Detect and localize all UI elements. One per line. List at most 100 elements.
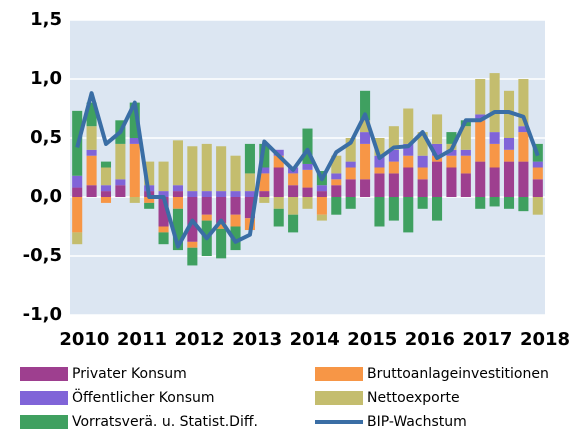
bar-segment: [288, 197, 299, 215]
bar-segment: [489, 132, 500, 144]
bar-segment: [72, 232, 83, 245]
bar-segment: [331, 155, 342, 174]
bar-segment: [216, 197, 227, 223]
bar-segment: [360, 132, 371, 144]
bar-segment: [144, 197, 155, 203]
bar-segment: [244, 143, 255, 174]
bar-segment: [503, 197, 515, 209]
x-tick-label: 2010: [59, 329, 109, 350]
bar-segment: [100, 167, 112, 186]
bar-segment: [446, 132, 457, 144]
bar-segment: [503, 161, 515, 197]
bar-segment: [259, 167, 270, 174]
bar-segment: [360, 143, 371, 180]
bar-segment: [417, 197, 428, 209]
bar-segment: [129, 138, 140, 144]
bar-segment: [216, 191, 227, 197]
bar-segment: [259, 197, 270, 203]
bar-segment: [446, 155, 457, 168]
bar-segment: [503, 149, 515, 162]
bar-segment: [475, 114, 486, 121]
bar-segment: [244, 173, 255, 192]
bar-segment: [72, 197, 83, 233]
bar-segment: [503, 138, 515, 150]
bar-segment: [360, 90, 371, 121]
bar-segment: [86, 102, 97, 127]
bar-segment: [417, 155, 428, 168]
bar-segment: [129, 197, 140, 203]
legend-swatch: [315, 391, 363, 405]
bar-segment: [230, 214, 241, 227]
bar-segment: [273, 197, 284, 209]
bar-segment: [216, 146, 227, 192]
bar-segment: [100, 185, 112, 192]
y-tick-label: 0,5: [30, 127, 62, 148]
bar-segment: [187, 146, 198, 192]
y-tick-label: 1,5: [30, 9, 62, 30]
bar-segment: [388, 173, 399, 197]
bar-segment: [72, 187, 83, 197]
bar-segment: [489, 73, 500, 133]
legend-swatch: [20, 367, 68, 381]
bar-segment: [475, 197, 486, 209]
bar-segment: [331, 197, 342, 215]
bar-segment: [302, 197, 313, 209]
bar-segment: [532, 167, 543, 180]
y-tick-label: -1,0: [23, 304, 62, 325]
bar-segment: [388, 149, 399, 162]
bar-segment: [316, 197, 327, 215]
x-tick-label: 2017: [462, 329, 512, 350]
bar-segment: [518, 126, 529, 133]
bar-segment: [331, 173, 342, 180]
bar-segment: [374, 138, 385, 156]
bar-segment: [360, 179, 371, 197]
bar-segment: [374, 197, 385, 227]
bar-segment: [403, 143, 414, 156]
bar-segment: [158, 197, 169, 227]
bar-segment: [345, 179, 356, 197]
bar-segment: [259, 173, 270, 192]
bar-segment: [158, 161, 169, 192]
bar-segment: [129, 143, 140, 197]
bar-segment: [518, 161, 529, 197]
bar-segment: [403, 155, 414, 168]
bar-segment: [475, 161, 486, 197]
bar-segment: [460, 126, 471, 150]
legend-label: BIP-Wachstum: [367, 414, 467, 430]
bar-segment: [144, 202, 155, 209]
bar-segment: [518, 132, 529, 162]
bar-segment: [302, 187, 313, 197]
bar-segment: [86, 149, 97, 156]
bar-segment: [345, 138, 356, 162]
bar-segment: [532, 179, 543, 197]
legend-label: Privater Konsum: [72, 366, 187, 382]
x-tick-label: 2015: [347, 329, 397, 350]
bar-segment: [345, 167, 356, 180]
bar-segment: [345, 161, 356, 168]
bar-segment: [273, 155, 284, 168]
bar-segment: [273, 208, 284, 227]
bar-segment: [417, 179, 428, 197]
bar-segment: [273, 167, 284, 197]
bar-segment: [302, 128, 313, 164]
bar-segment: [230, 191, 241, 197]
bar-segment: [158, 226, 169, 233]
bar-segment: [115, 143, 126, 180]
legend-label: Öffentlicher Konsum: [72, 388, 215, 406]
bar-segment: [259, 143, 270, 168]
bar-segment: [288, 185, 299, 197]
bar-segment: [388, 126, 399, 150]
x-tick-label: 2018: [520, 329, 570, 350]
bar-segment: [460, 149, 471, 156]
x-tick-label: 2014: [290, 329, 340, 350]
y-tick-label: -0,5: [23, 245, 62, 266]
bar-segment: [446, 167, 457, 197]
bar-segment: [288, 214, 299, 233]
bar-segment: [316, 185, 327, 192]
line: [75, 91, 540, 249]
bar-segment: [374, 155, 385, 168]
bar-segment: [100, 191, 112, 197]
bar-segment: [489, 197, 500, 207]
legend-label: Nettoexporte: [367, 390, 460, 406]
bar-segment: [259, 191, 270, 197]
